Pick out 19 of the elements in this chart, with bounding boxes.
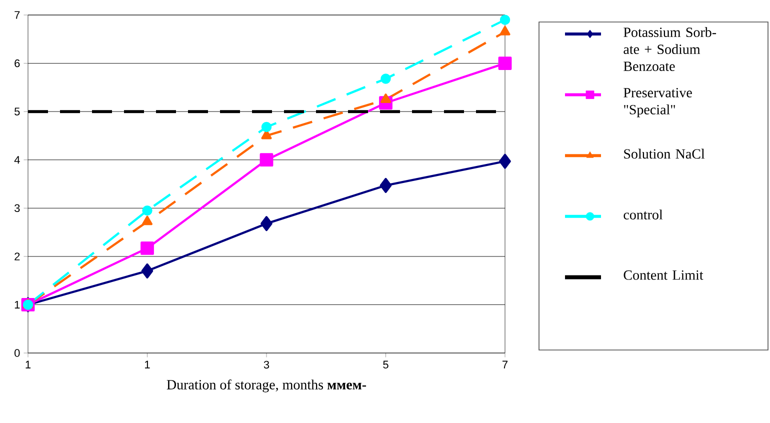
y-tick-label: 7: [14, 11, 20, 19]
x-tick-label: 1: [145, 360, 150, 368]
legend-label: Preservative "Special": [624, 88, 692, 118]
legend-label: Solution NaCl: [624, 148, 705, 159]
y-tick-label: 1: [14, 300, 20, 308]
legend-label: Potassium Sorb-ate + Sodium Benzoate: [624, 27, 716, 72]
y-tick-label: 2: [14, 252, 20, 260]
y-tick-label: 4: [14, 156, 20, 164]
y-tick-label: 0: [14, 349, 20, 357]
legend-label: control: [624, 210, 663, 220]
y-tick-label: 6: [14, 59, 20, 68]
x-axis-title: Duration of storage, months ммем-: [166, 379, 366, 392]
y-tick-label: 3: [14, 204, 20, 212]
x-tick-label: 1: [26, 360, 31, 368]
x-tick-label: 3: [264, 360, 270, 369]
x-tick-label: 5: [383, 360, 388, 368]
y-tick-label: 5: [14, 108, 20, 116]
legend-label: Content Limit: [624, 270, 704, 280]
x-tick-label: 7: [502, 360, 508, 368]
